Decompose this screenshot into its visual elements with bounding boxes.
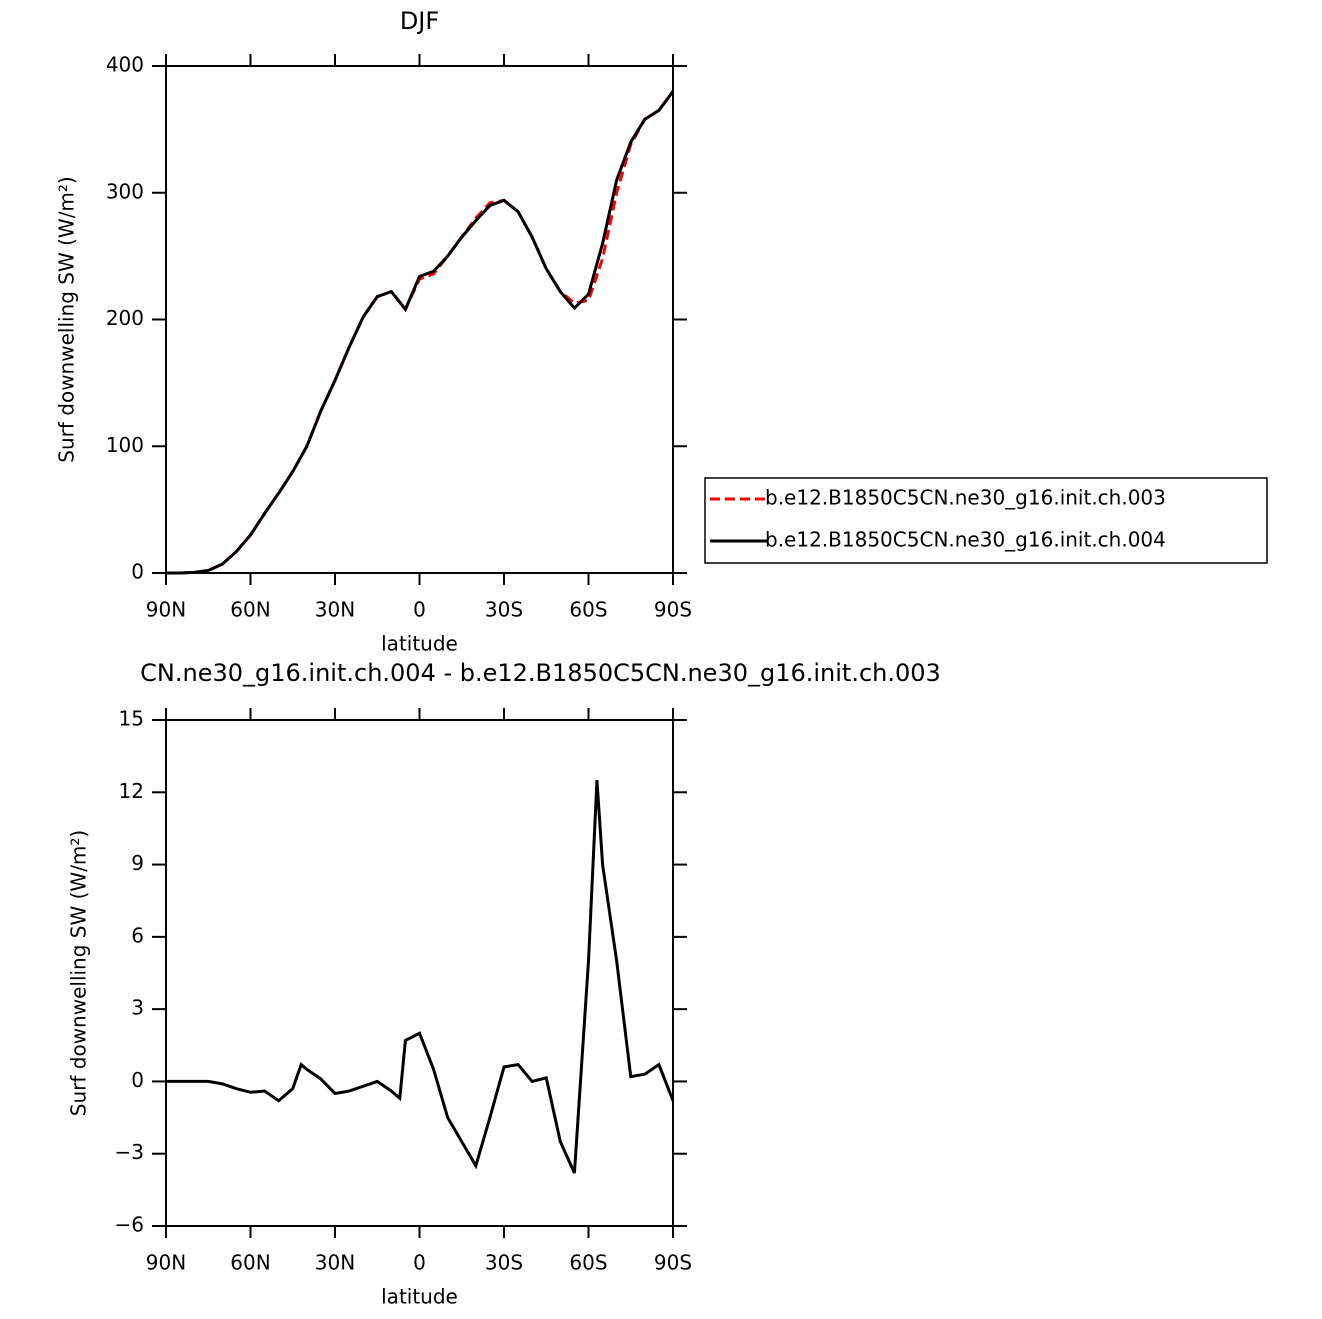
x-tick-label: 60N bbox=[230, 598, 270, 622]
x-tick-label: 30N bbox=[315, 1251, 355, 1275]
x-tick-label: 30S bbox=[485, 598, 523, 622]
legend-label: b.e12.B1850C5CN.ne30_g16.init.ch.003 bbox=[765, 486, 1166, 510]
x-tick-label: 60S bbox=[569, 1251, 607, 1275]
series-line bbox=[166, 780, 675, 1174]
y-tick-label: 100 bbox=[106, 433, 144, 457]
y-tick-label: 0 bbox=[131, 1068, 144, 1092]
chart-title: DJF bbox=[400, 7, 439, 35]
x-tick-label: 90S bbox=[654, 598, 692, 622]
x-tick-label: 60S bbox=[569, 598, 607, 622]
x-tick-label: 0 bbox=[413, 1251, 426, 1275]
y-tick-label: 12 bbox=[119, 779, 144, 803]
x-axis-label: latitude bbox=[381, 632, 458, 656]
x-axis-label: latitude bbox=[381, 1285, 458, 1309]
y-tick-label: 200 bbox=[106, 306, 144, 330]
x-tick-label: 30N bbox=[315, 598, 355, 622]
x-tick-label: 60N bbox=[230, 1251, 270, 1275]
x-tick-label: 90S bbox=[654, 1251, 692, 1275]
x-tick-label: 90N bbox=[146, 598, 186, 622]
y-tick-label: 6 bbox=[131, 923, 144, 947]
y-tick-label: 300 bbox=[106, 179, 144, 203]
y-tick-label: −3 bbox=[115, 1140, 144, 1164]
y-axis-label: Surf downwelling SW (W/m²) bbox=[55, 176, 79, 462]
y-tick-label: 9 bbox=[131, 851, 144, 875]
legend-label: b.e12.B1850C5CN.ne30_g16.init.ch.004 bbox=[765, 528, 1166, 552]
y-tick-label: −6 bbox=[115, 1213, 144, 1237]
y-tick-label: 15 bbox=[119, 707, 144, 731]
x-tick-label: 30S bbox=[485, 1251, 523, 1275]
y-tick-label: 3 bbox=[131, 996, 144, 1020]
y-tick-label: 0 bbox=[131, 560, 144, 584]
x-tick-label: 0 bbox=[413, 598, 426, 622]
plot-frame bbox=[165, 65, 674, 574]
y-tick-label: 400 bbox=[106, 53, 144, 77]
y-axis-label: Surf downwelling SW (W/m²) bbox=[67, 830, 91, 1116]
legend-box bbox=[704, 477, 1268, 564]
x-tick-label: 90N bbox=[146, 1251, 186, 1275]
series-line bbox=[166, 90, 675, 575]
chart-title: CN.ne30_g16.init.ch.004 - b.e12.B1850C5C… bbox=[140, 659, 941, 687]
series-line bbox=[166, 90, 675, 575]
